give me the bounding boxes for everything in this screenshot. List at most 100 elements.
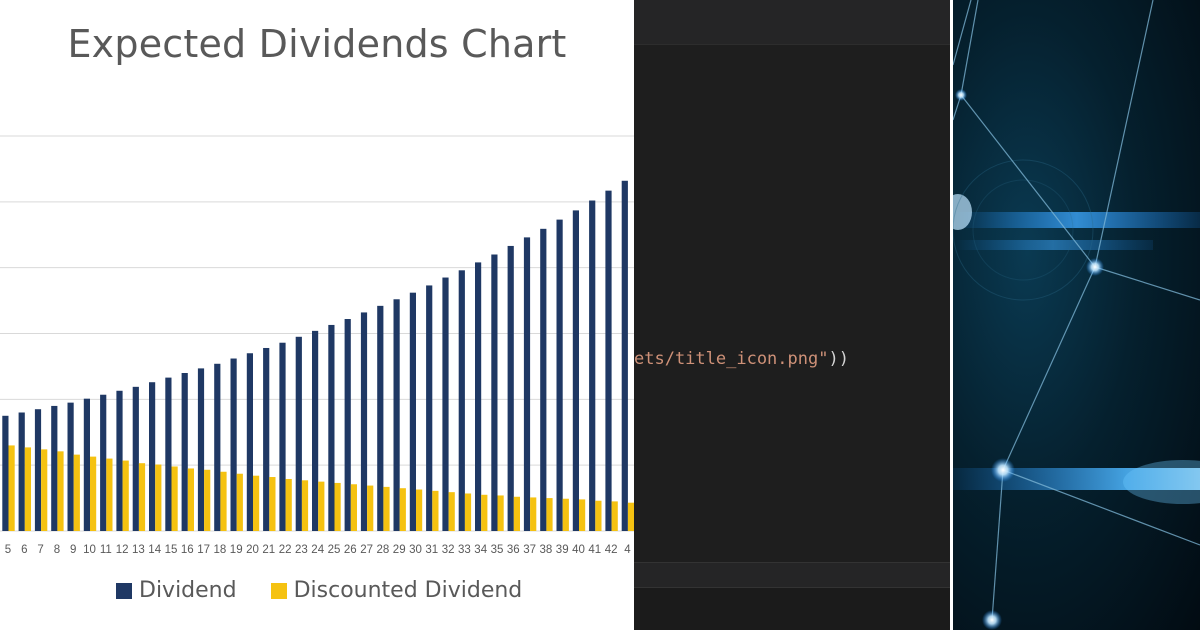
- light-streak: [953, 240, 1153, 250]
- bar-discounted-dividend: [8, 445, 15, 531]
- network-line: [1002, 266, 1096, 471]
- bar-discounted-dividend: [90, 456, 97, 531]
- network-illustration: [953, 0, 1200, 630]
- bar-dividend: [458, 270, 465, 531]
- bar-discounted-dividend: [269, 477, 276, 531]
- x-tick-label: 27: [360, 544, 373, 556]
- x-tick-label: 29: [393, 544, 406, 556]
- legend-swatch-dividend: [116, 582, 132, 599]
- editor-tab-bar: [634, 0, 950, 44]
- bar-dividend: [377, 305, 384, 531]
- x-tick-label: 35: [491, 544, 504, 556]
- x-tick-label: 37: [523, 544, 536, 556]
- x-tick-label: 32: [442, 544, 455, 556]
- x-tick-label: 13: [132, 544, 145, 556]
- bar-dividend: [523, 237, 531, 531]
- chart-title: Expected Dividends Chart: [67, 22, 567, 66]
- light-glow: [953, 194, 972, 230]
- network-line: [960, 94, 1096, 268]
- bar-dividend: [409, 292, 416, 531]
- bar-dividend: [279, 342, 286, 531]
- bar-discounted-dividend: [73, 454, 80, 531]
- network-node: [982, 610, 1002, 630]
- bar-discounted-dividend: [611, 501, 618, 532]
- bar-discounted-dividend: [171, 466, 178, 531]
- bar-discounted-dividend: [383, 486, 390, 531]
- network-line: [1094, 0, 1154, 268]
- bar-discounted-dividend: [57, 451, 64, 531]
- bar-dividend: [214, 363, 221, 531]
- legend-swatch-discounted-dividend: [270, 582, 287, 599]
- editor-status-area: [634, 588, 950, 630]
- network-line: [960, 0, 979, 96]
- x-tick-label: 40: [572, 544, 585, 556]
- bar-discounted-dividend: [155, 464, 162, 531]
- bar-dividend: [442, 277, 449, 531]
- bar-dividend: [312, 330, 319, 531]
- bar-discounted-dividend: [236, 473, 243, 531]
- legend-label-discounted-dividend: Discounted Dividend: [293, 578, 523, 603]
- bar-dividend: [572, 210, 579, 531]
- bar-discounted-dividend: [138, 463, 146, 531]
- network-line: [953, 0, 972, 66]
- light-streak: [953, 212, 1200, 228]
- network-node: [955, 89, 967, 101]
- bar-dividend: [589, 200, 596, 531]
- bar-dividend: [621, 180, 628, 531]
- bar-discounted-dividend: [122, 460, 129, 531]
- bar-discounted-dividend: [579, 499, 586, 531]
- x-tick-label: 6: [21, 544, 27, 556]
- bar-dividend: [393, 299, 400, 531]
- x-tick-label: 5: [5, 544, 11, 556]
- x-tick-label: 7: [37, 544, 43, 556]
- x-tick-label: 20: [246, 544, 259, 556]
- bar-dividend: [230, 358, 237, 531]
- network-node: [991, 458, 1015, 482]
- x-tick-label: 38: [540, 544, 553, 556]
- bar-discounted-dividend: [416, 489, 423, 531]
- bar-discounted-dividend: [24, 447, 31, 531]
- x-tick-label: 10: [83, 544, 96, 556]
- x-tick-label: 23: [295, 544, 308, 556]
- light-glow: [1123, 460, 1200, 504]
- code-string: ets/title_icon.png": [634, 349, 829, 369]
- bar-discounted-dividend: [334, 482, 341, 531]
- x-tick-label: 39: [556, 544, 569, 556]
- editor-panel-bar: [634, 562, 950, 588]
- bar-dividend: [34, 409, 42, 531]
- bar-dividend: [475, 262, 482, 531]
- chart-legend: Dividend Discounted Dividend: [116, 578, 556, 603]
- x-tick-label: 18: [214, 544, 227, 556]
- bar-discounted-dividend: [432, 490, 439, 531]
- x-tick-label: 42: [605, 544, 618, 556]
- bar-dividend: [116, 390, 123, 531]
- bar-dividend: [507, 245, 514, 531]
- bar-dividend: [149, 382, 156, 531]
- bar-dividend: [197, 368, 205, 531]
- x-tick-label: 33: [458, 544, 471, 556]
- bar-dividend: [344, 319, 351, 531]
- x-tick-label: 28: [377, 544, 390, 556]
- x-tick-label: 8: [54, 544, 60, 556]
- x-tick-label: 4: [624, 544, 631, 556]
- bar-dividend: [491, 254, 498, 531]
- bar-discounted-dividend: [350, 484, 357, 531]
- bar-dividend: [181, 373, 188, 531]
- bar-dividend: [83, 398, 90, 531]
- bar-dividend: [51, 405, 58, 531]
- bar-discounted-dividend: [513, 496, 520, 531]
- bar-discounted-dividend: [481, 494, 488, 531]
- bar-discounted-dividend: [318, 481, 325, 532]
- bar-dividend: [165, 377, 172, 531]
- network-image: [953, 0, 1200, 630]
- bar-discounted-dividend: [253, 475, 260, 531]
- x-tick-label: 34: [474, 544, 487, 556]
- bar-dividend: [540, 228, 547, 531]
- bar-discounted-dividend: [627, 502, 634, 531]
- bar-dividend: [328, 324, 335, 531]
- bar-dividend: [18, 412, 25, 531]
- bar-discounted-dividend: [497, 495, 504, 531]
- editor-divider: [634, 44, 950, 45]
- chart-panel: Expected Dividends Chart 5 6 7 8 9 10 11 12 13 14…: [0, 22, 634, 603]
- light-streak: [953, 468, 1200, 490]
